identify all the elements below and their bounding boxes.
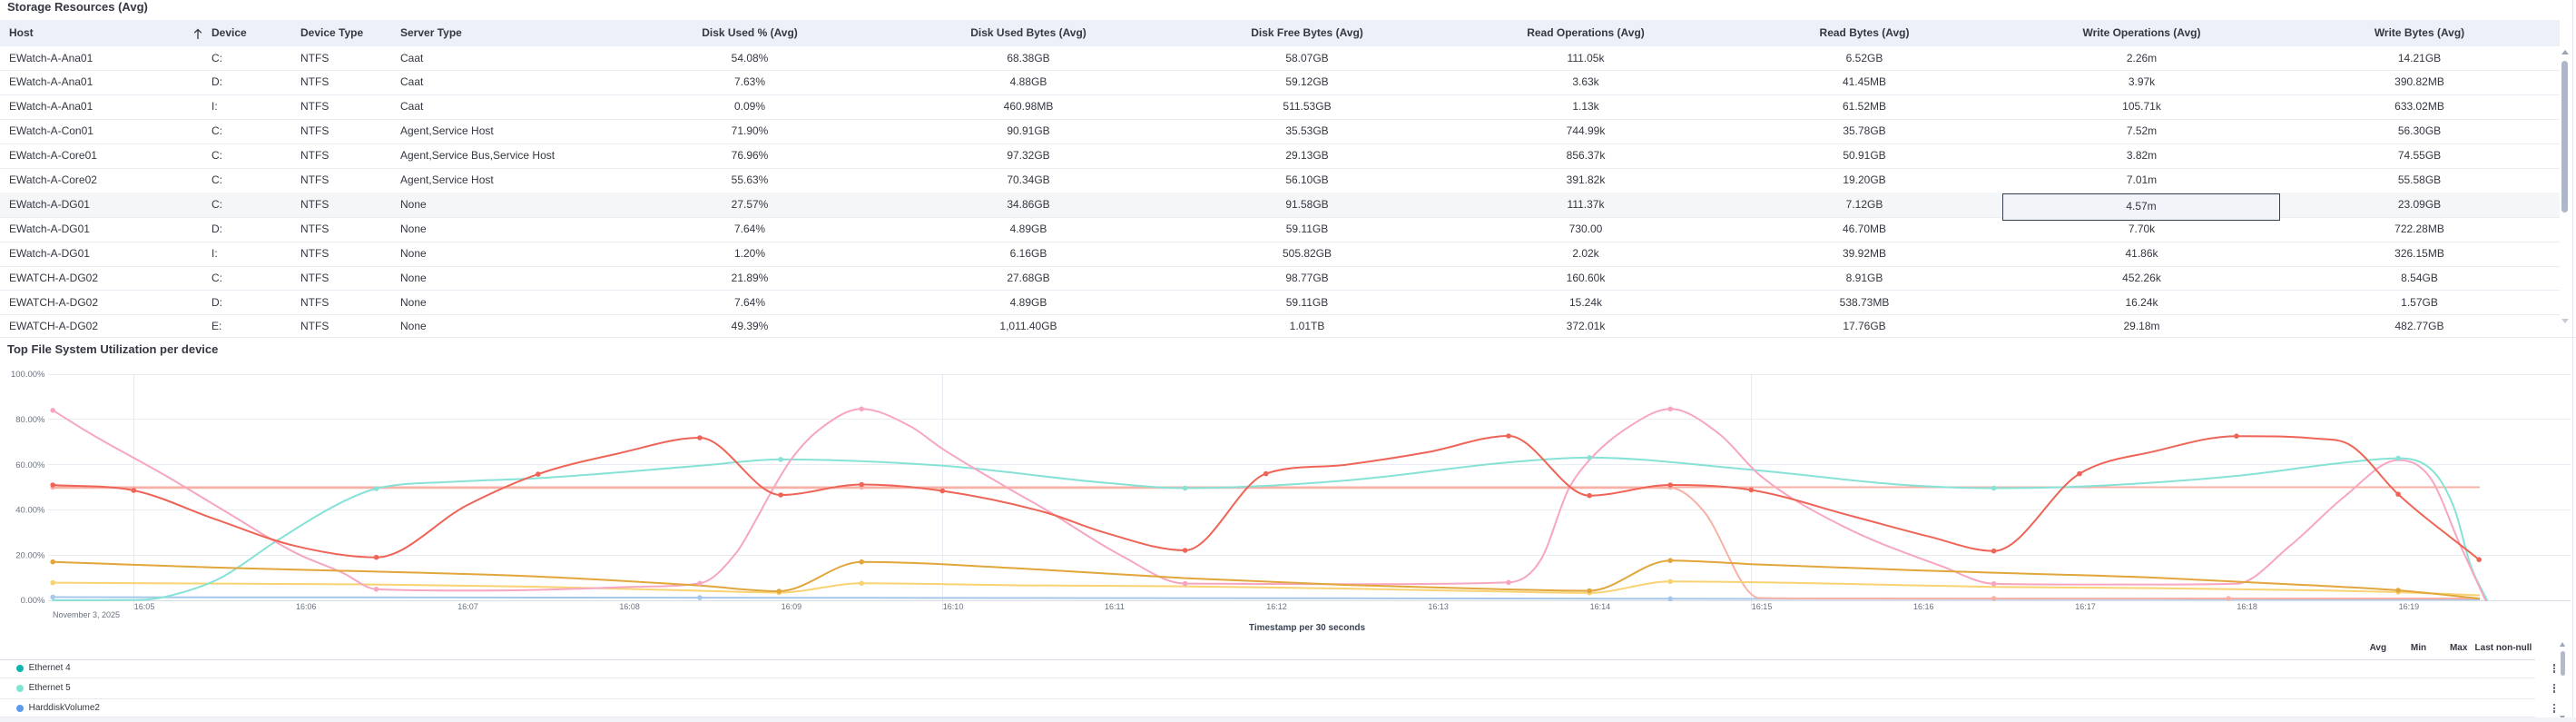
svg-text:100.00%: 100.00% [11,370,45,380]
svg-text:November 3, 2025: November 3, 2025 [53,610,120,619]
svg-text:16:07: 16:07 [457,602,478,611]
svg-text:16:05: 16:05 [134,602,155,611]
svg-text:16:10: 16:10 [943,602,964,611]
svg-text:16:16: 16:16 [1913,602,1934,611]
svg-text:16:06: 16:06 [296,602,317,611]
svg-text:16:19: 16:19 [2399,602,2420,611]
svg-text:40.00%: 40.00% [15,506,45,516]
svg-text:16:15: 16:15 [1752,602,1773,611]
svg-text:16:11: 16:11 [1105,602,1125,611]
svg-text:20.00%: 20.00% [15,550,45,560]
svg-text:0.00%: 0.00% [21,596,45,606]
svg-text:16:09: 16:09 [782,602,802,611]
svg-text:16:12: 16:12 [1266,602,1287,611]
svg-text:16:14: 16:14 [1590,602,1611,611]
svg-text:16:18: 16:18 [2237,602,2257,611]
svg-text:16:13: 16:13 [1428,602,1449,611]
svg-text:16:17: 16:17 [2075,602,2096,611]
svg-text:16:08: 16:08 [619,602,640,611]
svg-text:80.00%: 80.00% [15,415,45,425]
svg-text:60.00%: 60.00% [15,460,45,470]
svg-text:Timestamp per 30 seconds: Timestamp per 30 seconds [1249,623,1366,633]
